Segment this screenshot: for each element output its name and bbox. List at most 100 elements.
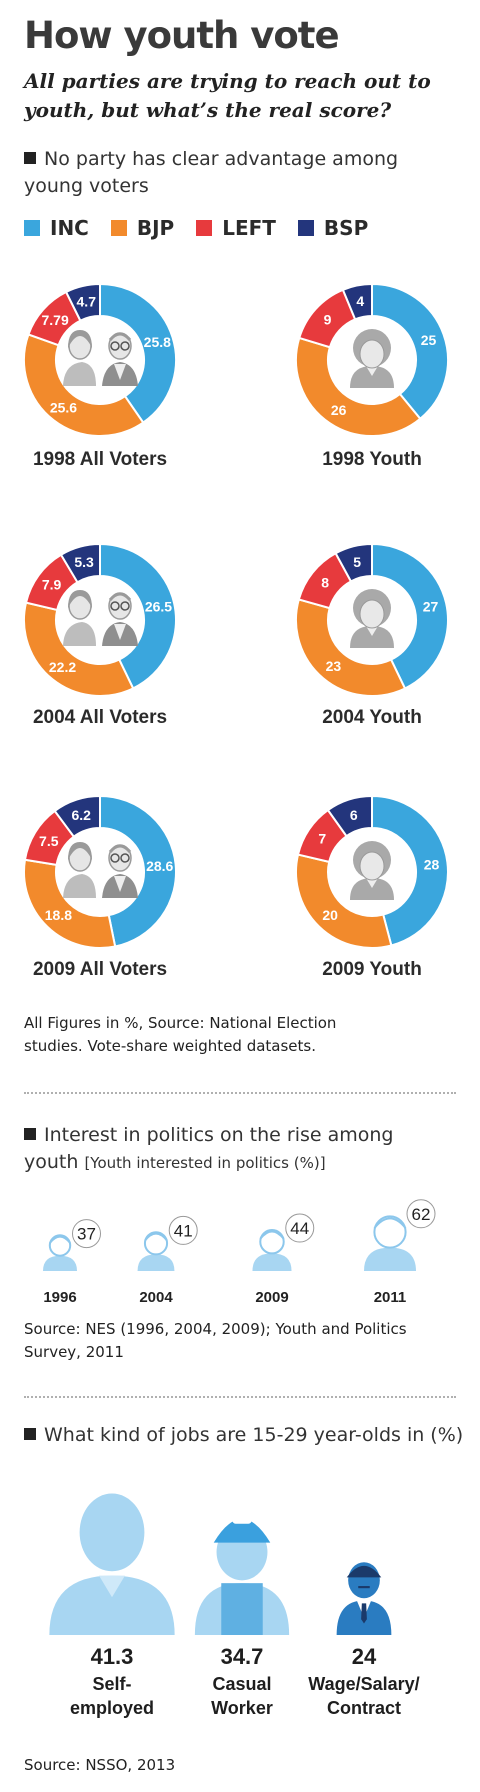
legend-item-bjp: BJP [110,216,174,240]
job-label: Wage/Salary/ [308,1674,419,1694]
donut-chart-label: 1998 Youth [322,449,422,470]
slice-label-bsp: 5.3 [74,554,94,570]
slice-bsp [53,794,101,839]
slice-label-left: 7.5 [39,833,59,849]
value-bubble [406,1199,436,1229]
donut-chart-label: 2009 Youth [322,959,422,980]
icon-hair [373,1217,407,1229]
slice-inc [99,542,177,690]
page-subtitle: All parties are trying to reach out to y… [24,69,431,122]
slice-bsp [64,282,101,322]
donut-chart-label: 2004 Youth [322,707,422,728]
slice-bsp [334,542,373,583]
slice-label-inc: 27 [423,599,439,615]
young-person-icon [350,329,394,388]
section-title-interest: Interest in politics on the rise among y… [24,1124,394,1173]
slice-label-left: 8 [321,575,329,591]
casual-worker-icon [194,1517,290,1635]
icon-body [137,1254,175,1271]
note-jobs-source: Source: NSSO, 2013 [24,1756,176,1774]
legend-swatch-bsp [297,220,314,236]
slice-inc [99,282,177,424]
year-label: 2009 [255,1289,288,1306]
donut-chart: 27 23 8 5 [295,542,449,697]
icon-body [364,1247,416,1271]
donut-chart: 28.6 18.8 7.5 6.2 [23,794,177,949]
job-value: 34.7 [221,1644,264,1669]
slice-label-bsp: 5 [353,554,361,570]
young-person-icon [350,841,394,900]
section-title-jobs: What kind of jobs are 15-29 year-olds in… [24,1422,464,1449]
donut-chart: 28 20 7 6 [295,794,449,949]
slice-label-left: 9 [324,312,332,328]
elderly-couple-icon [63,330,138,386]
slice-inc [371,794,449,947]
slice-label-bsp: 4.7 [77,294,97,310]
icon-hair [49,1235,71,1244]
slice-inc [371,542,449,690]
slice-label-bjp: 20 [322,907,338,923]
slice-label-left: 7.79 [41,312,68,328]
icon-hair [259,1230,285,1240]
icon-body [252,1253,292,1271]
slice-label-left: 7 [318,831,326,847]
young-man-icon [252,1229,292,1271]
legend: INC BJP LEFT BSP [24,216,368,240]
slice-bjp [23,601,135,697]
divider [24,1396,456,1398]
job-label: Contract [327,1698,401,1718]
slice-bsp [341,282,373,321]
slice-bsp [59,542,101,584]
slice-inc [99,794,177,948]
legend-item-bsp: BSP [297,216,368,240]
section-bullet [24,1428,36,1440]
job-label: Self- [92,1674,131,1694]
young-man-icon [137,1231,175,1271]
job-label: employed [70,1698,154,1718]
young-man-icon [43,1234,77,1271]
donut-chart: 25.8 25.6 7.79 4.7 [23,282,177,437]
donut-chart: 26.5 22.2 7.9 5.3 [23,542,177,697]
value-bubble [72,1219,101,1249]
salaried-worker-icon [336,1562,392,1635]
legend-item-left: LEFT [196,216,276,240]
slice-bjp [23,858,117,949]
slice-bjp [295,598,407,697]
year-label: 1996 [43,1289,76,1306]
icon-body [43,1255,77,1271]
value-label: 41 [174,1221,193,1240]
icon-head [143,1231,169,1256]
job-label: Worker [211,1698,273,1718]
young-person-icon [350,589,394,648]
slice-label-inc: 28.6 [146,858,173,874]
donut-chart: 25 26 9 4 [295,282,449,437]
slice-label-bjp: 26 [331,402,347,418]
slice-label-bjp: 25.6 [50,400,77,416]
section-bullet [24,152,36,164]
job-value: 41.3 [91,1644,134,1669]
slice-bjp [23,333,145,437]
page-title: How youth vote [24,14,340,57]
slice-label-inc: 25 [421,332,437,348]
interest-chart: 37 1996 41 2004 44 2009 62 2011 [43,1199,436,1306]
slice-bjp [295,336,422,437]
section-title-vote-share: No party has clear advantage among young… [24,148,399,197]
slice-label-bjp: 22.2 [49,659,76,675]
elderly-couple-icon [63,590,138,646]
value-bubble [285,1213,315,1243]
slice-label-inc: 28 [424,856,440,872]
slice-label-bjp: 23 [326,658,342,674]
value-label: 62 [412,1205,431,1224]
legend-swatch-inc [24,220,40,236]
elderly-couple-icon [63,842,138,898]
donut-chart-label: 2009 All Voters [33,959,167,980]
year-label: 2004 [139,1289,173,1306]
value-label: 44 [290,1219,309,1238]
slice-label-bsp: 6.2 [71,807,91,823]
slice-bsp [326,794,373,838]
legend-swatch-left [196,220,213,236]
note-vote-share-source: All Figures in %, Source: National Elect… [24,1014,337,1055]
note-interest-source: Source: NES (1996, 2004, 2009); Youth an… [24,1320,407,1361]
year-label: 2011 [374,1289,407,1306]
slice-inc [371,282,449,421]
